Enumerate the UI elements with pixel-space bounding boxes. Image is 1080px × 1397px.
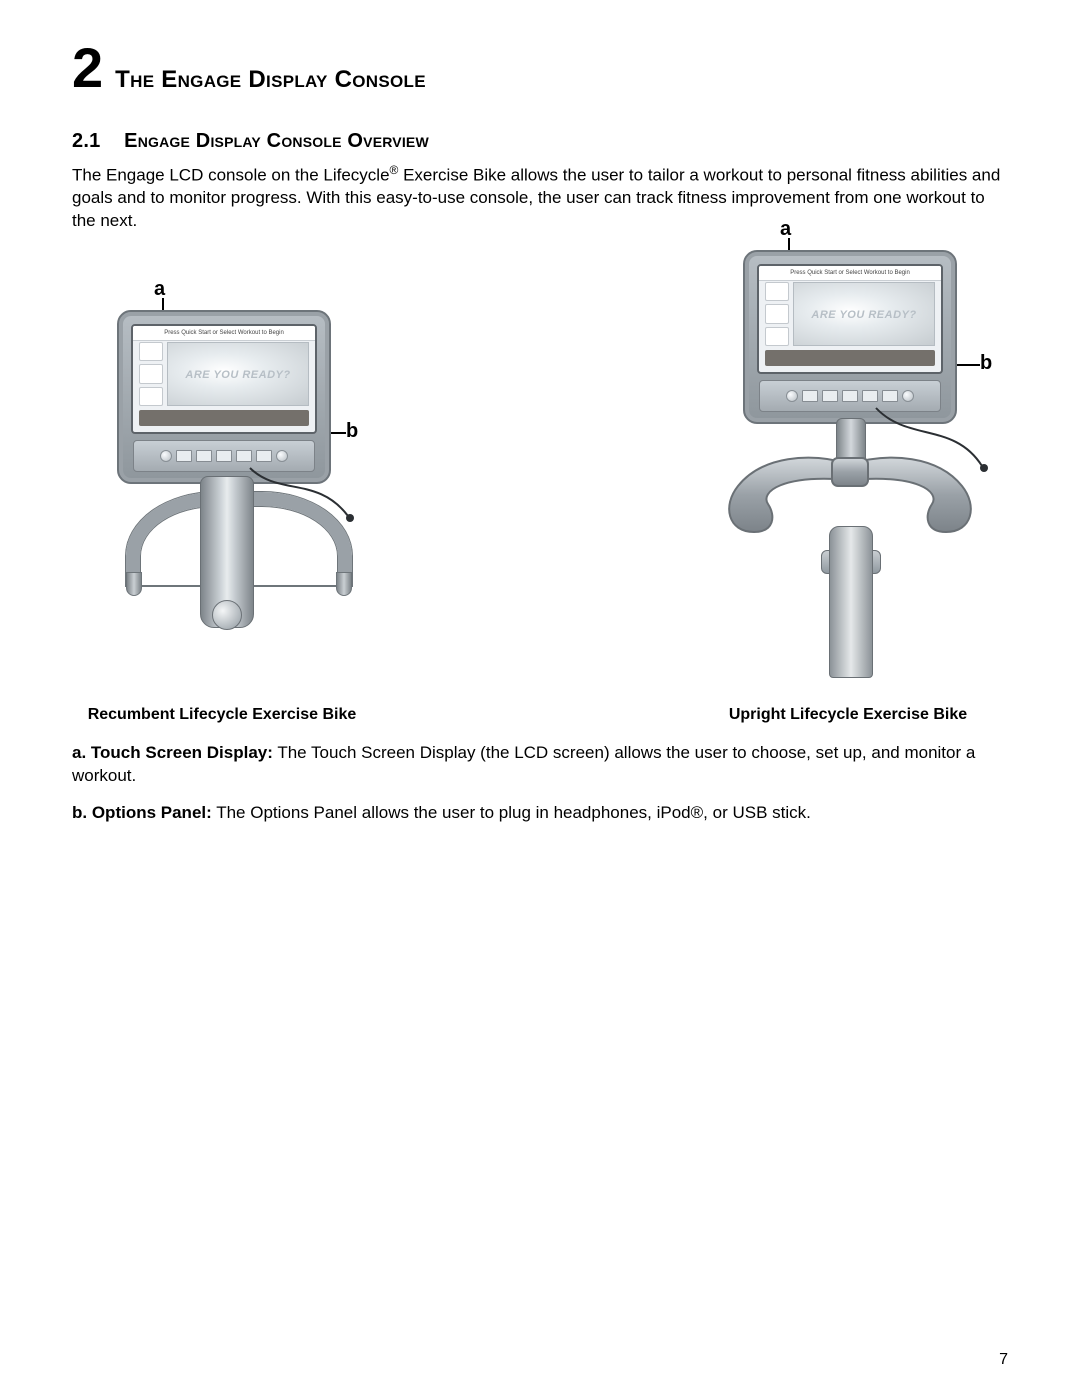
- port: [216, 450, 232, 462]
- handlebar: [710, 446, 990, 536]
- side-button: [139, 342, 163, 361]
- port: [176, 450, 192, 462]
- description-b-text: The Options Panel allows the user to plu…: [212, 803, 811, 822]
- port-knob: [276, 450, 288, 462]
- figures-row: a b Press Quick Start or Select Workout …: [72, 250, 1008, 724]
- screen-prompt-text: ARE YOU READY?: [794, 309, 934, 321]
- description-a: a. Touch Screen Display: The Touch Scree…: [72, 742, 1008, 788]
- intro-paragraph: The Engage LCD console on the Lifecycle®…: [72, 163, 1008, 232]
- screen-header-text: Press Quick Start or Select Workout to B…: [759, 266, 941, 281]
- port: [236, 450, 252, 462]
- console-screen-unit: Press Quick Start or Select Workout to B…: [743, 250, 957, 424]
- figure-caption-left: Recumbent Lifecycle Exercise Bike: [88, 706, 357, 724]
- screen-header-text: Press Quick Start or Select Workout to B…: [133, 326, 315, 341]
- page-number: 7: [999, 1351, 1008, 1369]
- port: [802, 390, 818, 402]
- stem-post: [829, 526, 873, 678]
- side-button: [765, 304, 789, 323]
- screen-side-buttons: [765, 282, 789, 346]
- manual-page: 2 The Engage Display Console 2.1 Engage …: [0, 0, 1080, 1397]
- lcd-screen: Press Quick Start or Select Workout to B…: [131, 324, 317, 434]
- side-button: [765, 327, 789, 346]
- port-knob: [786, 390, 798, 402]
- lcd-screen: Press Quick Start or Select Workout to B…: [757, 264, 943, 374]
- port: [196, 450, 212, 462]
- chapter-title: The Engage Display Console: [115, 66, 426, 94]
- side-button: [139, 364, 163, 383]
- port: [882, 390, 898, 402]
- port: [256, 450, 272, 462]
- callout-b-label: b: [346, 420, 358, 443]
- section-number: 2.1: [72, 130, 100, 152]
- description-b-label: b. Options Panel:: [72, 803, 212, 822]
- chapter-heading: 2 The Engage Display Console: [72, 40, 1008, 96]
- screen-lower-bar: [139, 410, 309, 426]
- screen-main-area: ARE YOU READY?: [793, 282, 935, 346]
- description-b: b. Options Panel: The Options Panel allo…: [72, 802, 1008, 825]
- port-knob: [902, 390, 914, 402]
- port: [862, 390, 878, 402]
- side-button: [765, 282, 789, 301]
- recumbent-illustration: a b Press Quick Start or Select Workout …: [72, 280, 372, 690]
- intro-part1: The Engage LCD console on the Lifecycle: [72, 166, 390, 185]
- port: [822, 390, 838, 402]
- chapter-number: 2: [72, 40, 103, 96]
- adjust-knob: [212, 600, 242, 630]
- section-heading: 2.1 Engage Display Console Overview: [72, 130, 1008, 153]
- screen-prompt-text: ARE YOU READY?: [168, 369, 308, 381]
- screen-side-buttons: [139, 342, 163, 406]
- upright-illustration: a b Press Quick Start or Select Workout …: [688, 250, 1008, 690]
- port: [842, 390, 858, 402]
- console-screen-unit: Press Quick Start or Select Workout to B…: [117, 310, 331, 484]
- options-panel: [759, 380, 941, 412]
- callout-b-label: b: [980, 352, 992, 375]
- screen-main-area: ARE YOU READY?: [167, 342, 309, 406]
- side-button: [139, 387, 163, 406]
- section-title: Engage Display Console Overview: [124, 130, 429, 152]
- figure-caption-right: Upright Lifecycle Exercise Bike: [729, 706, 967, 724]
- options-panel: [133, 440, 315, 472]
- figure-upright: a b Press Quick Start or Select Workout …: [688, 250, 1008, 724]
- figure-recumbent: a b Press Quick Start or Select Workout …: [72, 280, 372, 724]
- port-knob: [160, 450, 172, 462]
- screen-lower-bar: [765, 350, 935, 366]
- description-a-label: a. Touch Screen Display:: [72, 743, 273, 762]
